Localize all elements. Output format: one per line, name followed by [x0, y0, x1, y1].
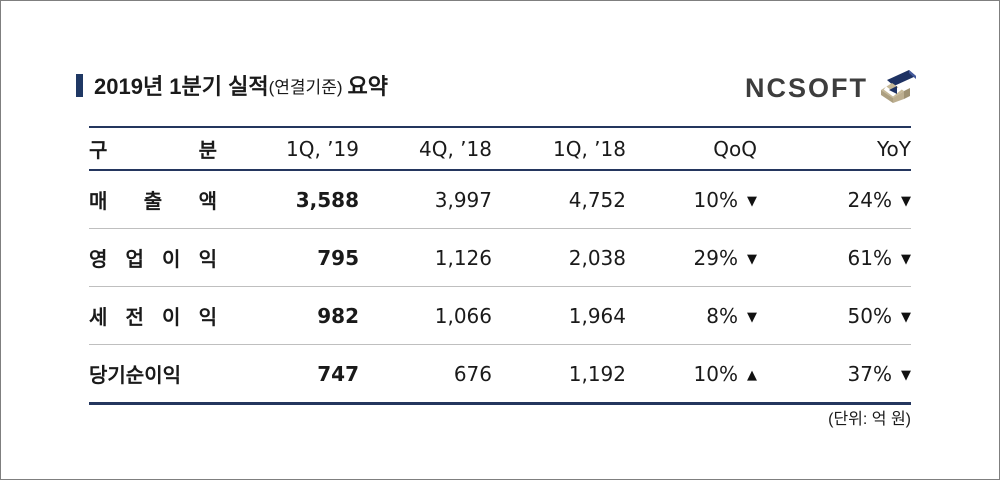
title-accent-bar — [76, 73, 83, 97]
cell-4q18: 3,997 — [359, 170, 492, 229]
down-triangle-icon: ▼ — [747, 251, 757, 267]
cell-qoq: 10% ▼ — [626, 170, 757, 229]
cell-4q18: 1,126 — [359, 228, 492, 287]
cell-qoq: 29% ▼ — [626, 228, 757, 287]
title-paren-text: (연결기준) — [268, 77, 343, 97]
cell-4q18: 676 — [359, 344, 492, 405]
down-triangle-icon: ▼ — [901, 309, 911, 325]
cell-yoy: 37% ▼ — [757, 344, 911, 405]
ncsoft-logo-text: NCSOFT — [745, 73, 868, 103]
cell-1q19: 795 — [251, 228, 359, 287]
table-row-net-profit: 당기순이익 747 676 1,192 10% ▲ 37% ▼ — [89, 344, 911, 405]
cell-1q18: 1,192 — [492, 344, 626, 405]
cell-qoq: 10% ▲ — [626, 344, 757, 405]
cell-yoy: 24% ▼ — [757, 170, 911, 229]
row-label: 세 전 이 익 — [89, 286, 251, 345]
table-header-row: 구 분 1Q, ’19 4Q, ’18 1Q, ’18 QoQ YoY — [89, 126, 911, 171]
col-header-label: 구 분 — [89, 126, 251, 171]
cell-qoq: 8% ▼ — [626, 286, 757, 345]
col-header-4q18: 4Q, ’18 — [359, 126, 492, 171]
cell-1q18: 1,964 — [492, 286, 626, 345]
down-triangle-icon: ▼ — [747, 193, 757, 209]
table-row-operating-profit: 영 업 이 익 795 1,126 2,038 29% ▼ 61% ▼ — [89, 228, 911, 287]
down-triangle-icon: ▼ — [747, 309, 757, 325]
cell-1q19: 982 — [251, 286, 359, 345]
ncsoft-cube-icon — [876, 67, 918, 110]
row-label: 당기순이익 — [89, 344, 251, 405]
page-title: 2019년 1분기 실적 (연결기준) 요약 — [76, 69, 388, 101]
down-triangle-icon: ▼ — [901, 251, 911, 267]
table-row-revenue: 매 출 액 3,588 3,997 4,752 10% ▼ 24% ▼ — [89, 170, 911, 229]
cell-yoy: 50% ▼ — [757, 286, 911, 345]
cell-1q19: 3,588 — [251, 170, 359, 229]
title-main-text: 2019년 1분기 실적 — [94, 74, 269, 99]
cell-yoy: 61% ▼ — [757, 228, 911, 287]
row-label: 매 출 액 — [89, 170, 251, 229]
cell-4q18: 1,066 — [359, 286, 492, 345]
down-triangle-icon: ▼ — [901, 367, 911, 383]
down-triangle-icon: ▼ — [901, 193, 911, 209]
table-row-pretax-profit: 세 전 이 익 982 1,066 1,964 8% ▼ 50% ▼ — [89, 286, 911, 345]
col-header-yoy: YoY — [757, 126, 911, 171]
cell-1q19: 747 — [251, 344, 359, 405]
col-header-qoq: QoQ — [626, 126, 757, 171]
unit-note: (단위: 억 원) — [828, 411, 911, 428]
col-header-1q19: 1Q, ’19 — [251, 126, 359, 171]
cell-1q18: 4,752 — [492, 170, 626, 229]
summary-table: 구 분 1Q, ’19 4Q, ’18 1Q, ’18 QoQ YoY 매 출 … — [89, 126, 911, 405]
title-suffix-text: 요약 — [347, 74, 388, 99]
cell-1q18: 2,038 — [492, 228, 626, 287]
col-header-1q18: 1Q, ’18 — [492, 126, 626, 171]
ncsoft-logo: NCSOFT — [745, 67, 918, 110]
row-label: 영 업 이 익 — [89, 228, 251, 287]
summary-table-wrap: 구 분 1Q, ’19 4Q, ’18 1Q, ’18 QoQ YoY 매 출 … — [89, 126, 911, 405]
up-triangle-icon: ▲ — [747, 367, 757, 383]
